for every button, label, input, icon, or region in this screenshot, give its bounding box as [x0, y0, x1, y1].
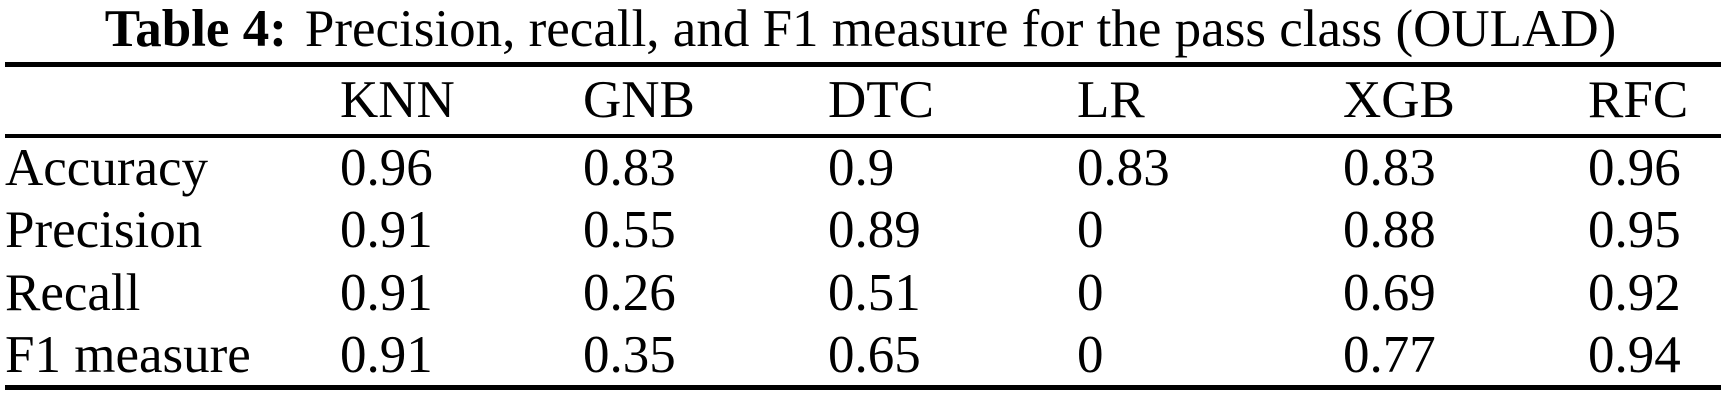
table-caption-number: Table 4: [104, 0, 287, 58]
table-row-recall: Recall 0.91 0.26 0.51 0 0.69 0.92 [5, 262, 1721, 325]
row-label: Accuracy [5, 139, 209, 197]
table-cell: 0.91 [340, 264, 433, 322]
column-header-lr: LR [1077, 64, 1343, 138]
table-caption: Table 4: Precision, recall, and F1 measur… [0, 0, 1721, 62]
table-cell: 0.51 [828, 264, 921, 322]
table-cell: 0.92 [1588, 264, 1681, 322]
table-cell: 0.91 [340, 201, 433, 259]
table-cell: 0 [1077, 264, 1104, 322]
column-header-gnb: GNB [583, 64, 828, 138]
column-header-xgb: XGB [1343, 64, 1588, 138]
table-cell: 0.83 [583, 139, 676, 197]
table-cell: 0.83 [1077, 139, 1170, 197]
table-cell: 0 [1077, 201, 1104, 259]
table-cell: 0 [1077, 325, 1104, 384]
row-label: Precision [5, 201, 203, 259]
table-cell: 0.91 [340, 325, 433, 384]
table-cell: 0.94 [1588, 325, 1681, 384]
row-label: Recall [5, 264, 141, 322]
table-cell: 0.83 [1343, 139, 1436, 197]
table-cell: 0.96 [340, 139, 433, 197]
table-caption-text: Precision, recall, and F1 measure for th… [304, 0, 1617, 58]
column-header-blank [5, 64, 340, 138]
table-cell: 0.9 [828, 139, 895, 197]
row-label: F1 measure [5, 325, 251, 384]
table-cell: 0.69 [1343, 264, 1436, 322]
table-row-accuracy: Accuracy 0.96 0.83 0.9 0.83 0.83 0.96 [5, 136, 1721, 199]
table-cell: 0.88 [1343, 201, 1436, 259]
table-cell: 0.77 [1343, 325, 1436, 384]
column-header-knn: KNN [340, 64, 583, 138]
table-cell: 0.89 [828, 201, 921, 259]
column-header-rfc: RFC [1588, 64, 1721, 138]
table-cell: 0.95 [1588, 201, 1681, 259]
table-cell: 0.55 [583, 201, 676, 259]
results-table: KNN GNB DTC LR XGB RFC Accuracy 0.96 0.8… [5, 62, 1721, 390]
table-row-precision: Precision 0.91 0.55 0.89 0 0.88 0.95 [5, 199, 1721, 262]
table-cell: 0.35 [583, 325, 676, 384]
column-header-dtc: DTC [828, 64, 1077, 138]
table-cell: 0.26 [583, 264, 676, 322]
table-cell: 0.65 [828, 325, 921, 384]
table-row-f1-measure: F1 measure 0.91 0.35 0.65 0 0.77 0.94 [5, 325, 1721, 388]
table-cell: 0.96 [1588, 139, 1681, 197]
header-row: KNN GNB DTC LR XGB RFC [5, 64, 1721, 138]
